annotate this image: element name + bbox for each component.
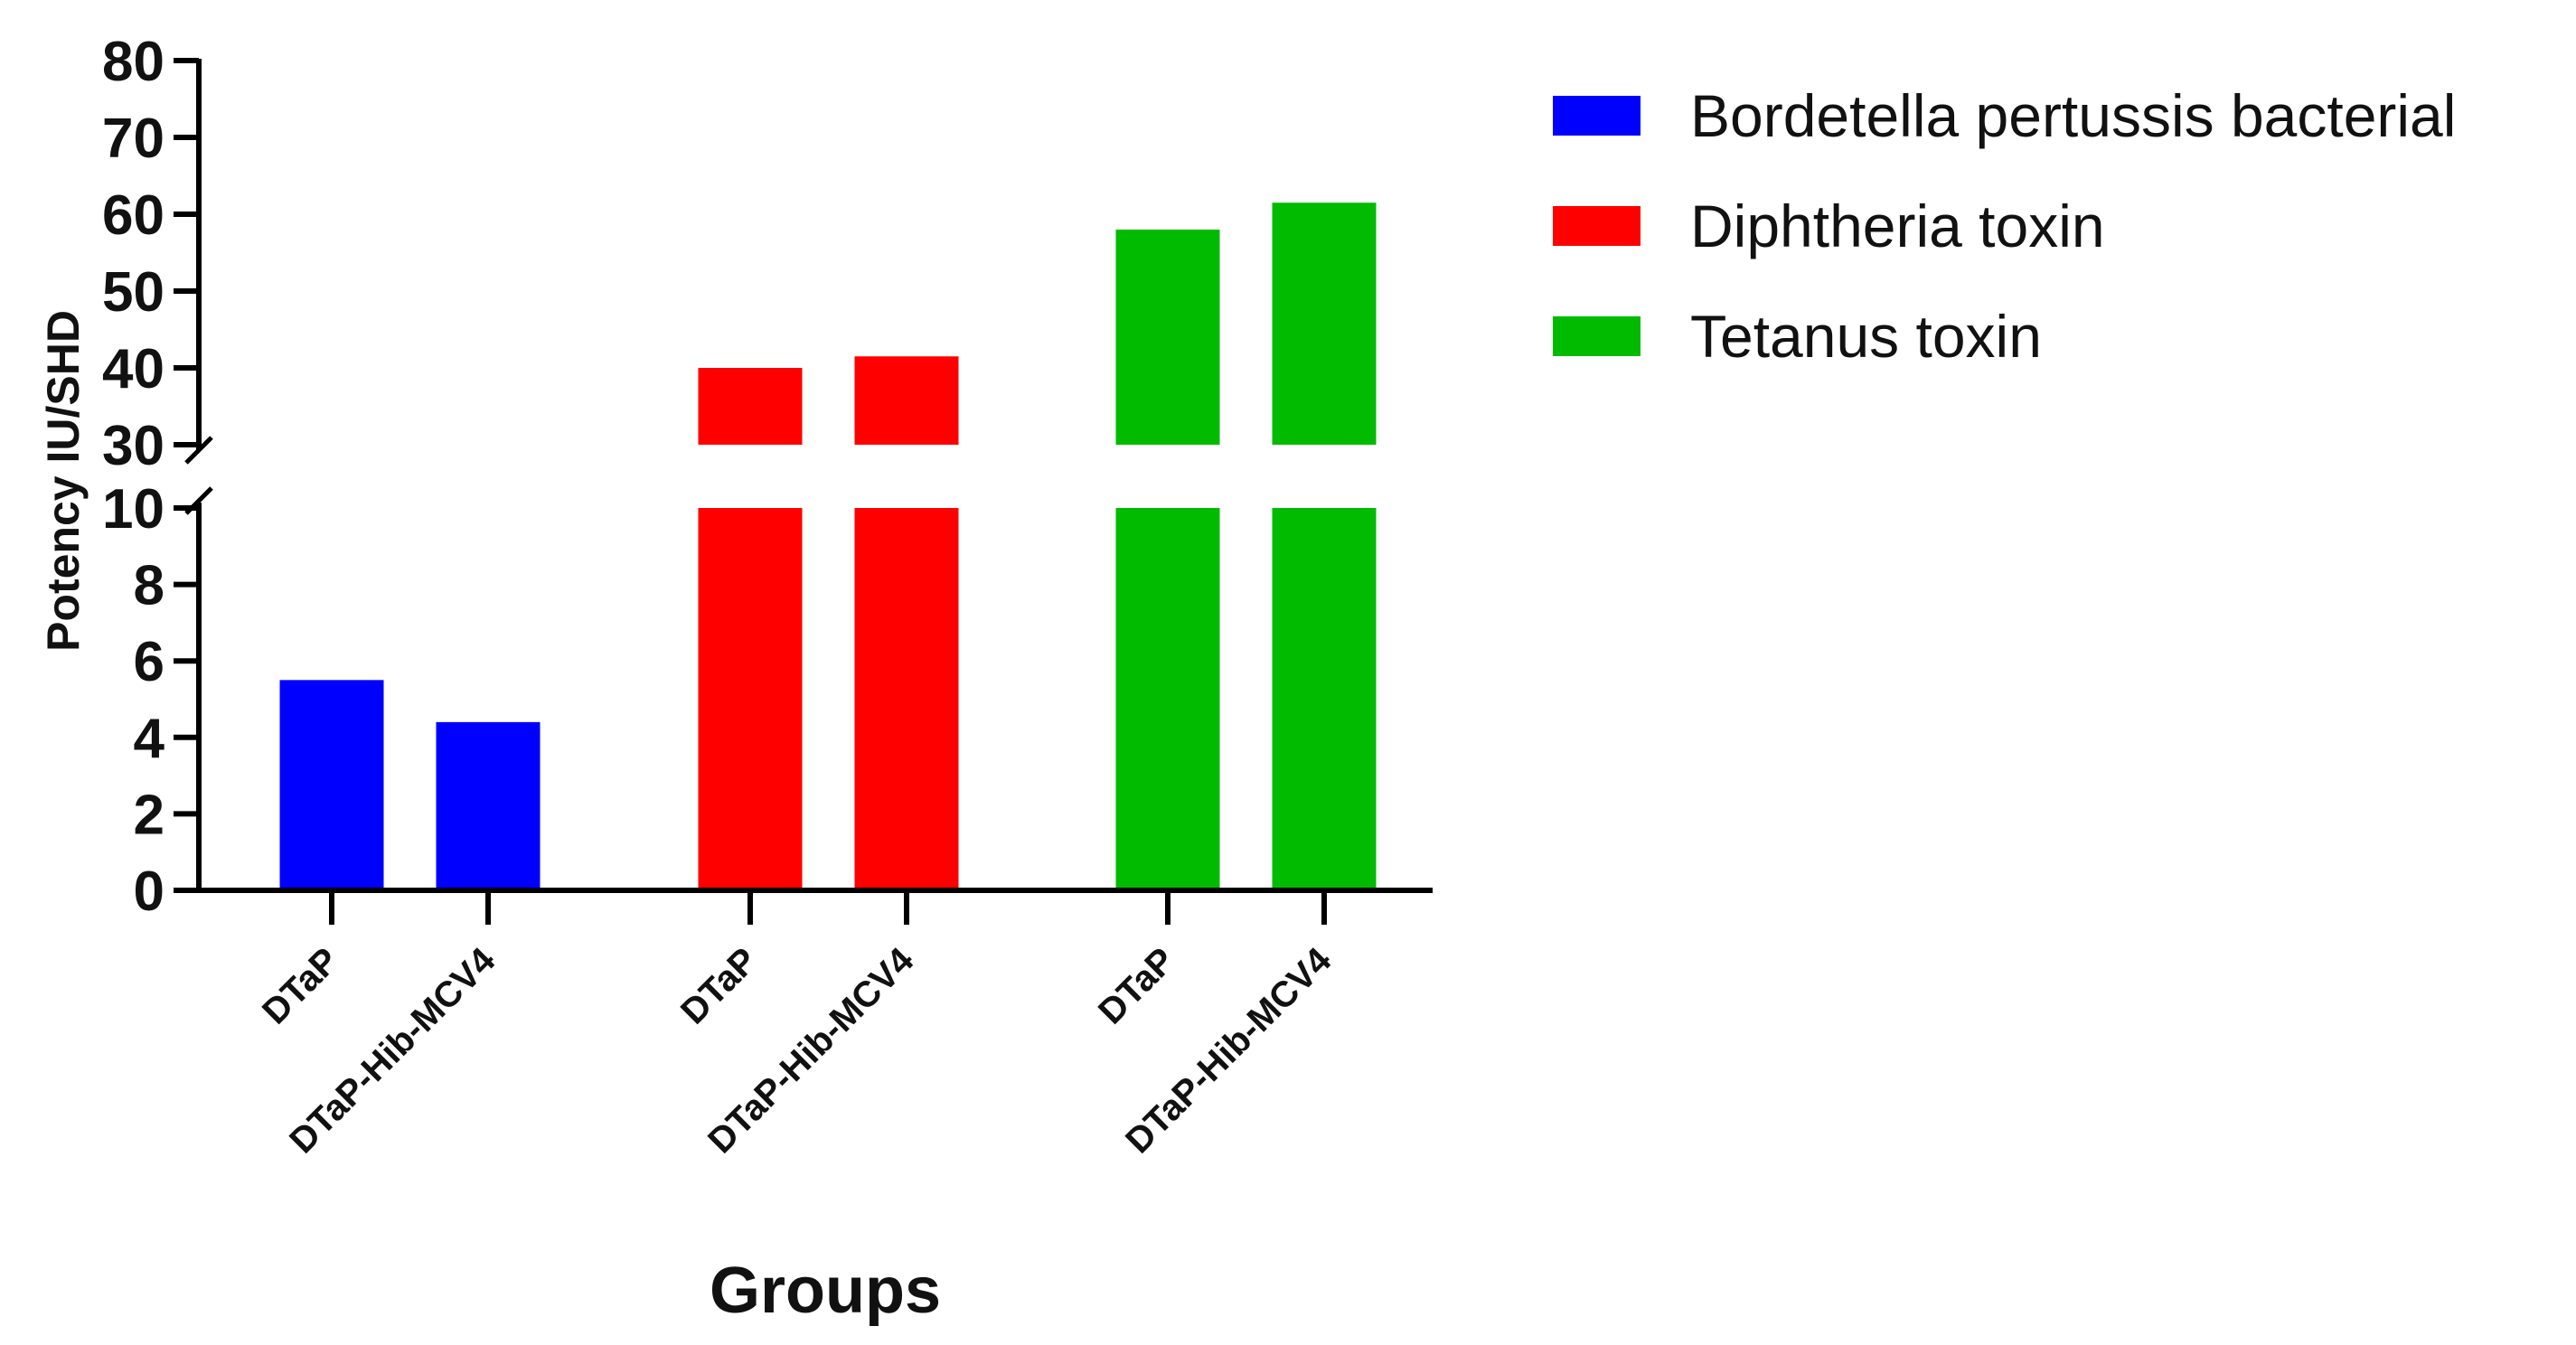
bar-0-0: [279, 680, 384, 890]
y-lower-tick-label-1: 2: [134, 784, 165, 846]
x-tick-label-2-0: DTaP: [1091, 940, 1182, 1031]
y-upper-tick-label-0: 30: [102, 415, 165, 477]
y-lower-tick-label-3: 6: [134, 631, 165, 693]
bar-1-1-lower: [854, 508, 959, 890]
bars: [279, 202, 1377, 890]
bar-1-0-lower: [698, 508, 803, 890]
x-tick-label-0-0: DTaP: [255, 940, 346, 1031]
y-upper-tick-label-5: 80: [102, 31, 165, 93]
y-upper-tick-label-4: 70: [102, 108, 165, 170]
y-upper-tick-label-2: 50: [102, 261, 165, 324]
legend-swatch-0: [1553, 96, 1641, 136]
y-upper-tick-label-3: 60: [102, 184, 165, 247]
bar-0-1: [436, 721, 541, 890]
x-tick-label-1-0: DTaP: [673, 940, 765, 1031]
y-lower-tick-label-0: 0: [134, 861, 165, 923]
legend-label-0: Bordetella pertussis bacterial: [1690, 82, 2456, 149]
bar-1-1-upper: [854, 356, 959, 445]
y-lower-tick-label-5: 10: [102, 478, 165, 541]
y-axis-title: Potency IU/SHD: [38, 310, 89, 652]
legend-swatch-2: [1553, 316, 1641, 356]
y-axis-break-mark-upper: [184, 436, 213, 465]
bar-2-0-lower: [1115, 508, 1220, 890]
bar-2-1-upper: [1272, 202, 1377, 445]
legend: Bordetella pertussis bacterial Diphtheria…: [1553, 82, 2456, 370]
legend-label-2: Tetanus toxin: [1690, 303, 2042, 370]
y-upper-tick-label-1: 40: [102, 338, 165, 400]
y-lower-tick-label-4: 8: [134, 555, 165, 617]
bar-1-0-upper: [698, 368, 803, 445]
y-lower-tick-label-2: 4: [134, 708, 165, 770]
legend-swatch-1: [1553, 206, 1641, 246]
x-axis-title: Groups: [710, 1255, 941, 1327]
bar-2-1-lower: [1272, 508, 1377, 890]
legend-label-1: Diphtheria toxin: [1690, 193, 2105, 259]
bar-2-0-upper: [1115, 230, 1220, 445]
